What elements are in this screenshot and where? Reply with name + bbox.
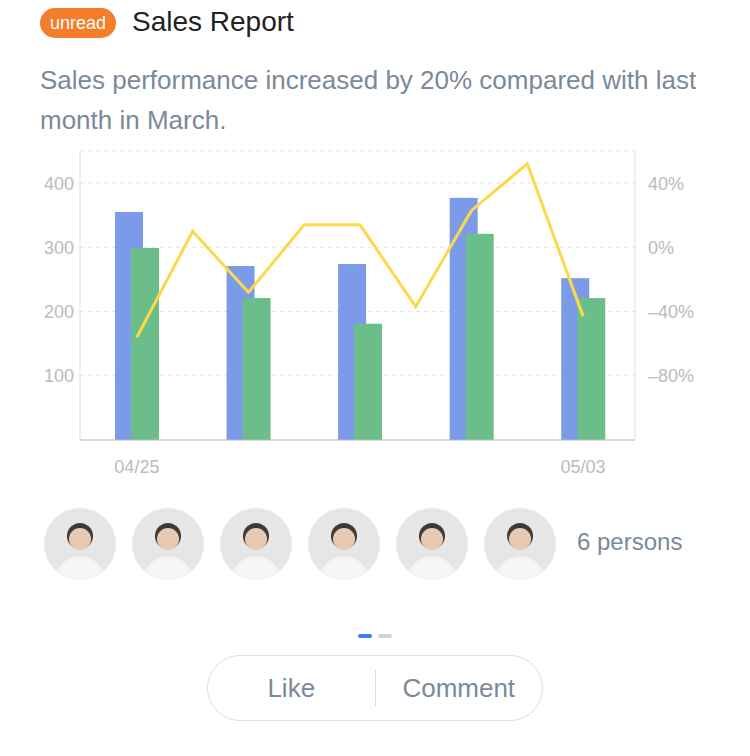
svg-text:05/03: 05/03 [561,457,606,477]
html-text:Comment: Comment [402,672,516,703]
svg-text:100: 100 [44,366,74,386]
svg-text:300: 300 [44,238,74,258]
html-text:Like: Like [267,672,316,703]
svg-text:04/25: 04/25 [114,457,159,477]
svg-text:40%: 40% [648,174,684,194]
html-text:Sales Report: Sales Report [132,6,294,37]
html-text:Sales performance increased by: Sales performance increased by 20% compa… [40,65,697,135]
html-text:6 persons: 6 persons [577,528,683,555]
svg-text:–40%: –40% [648,302,694,322]
html-text:unread: unread [50,13,107,33]
svg-text:200: 200 [44,302,74,322]
svg-text:–80%: –80% [648,366,694,386]
svg-text:0%: 0% [648,238,674,258]
svg-text:400: 400 [44,174,74,194]
